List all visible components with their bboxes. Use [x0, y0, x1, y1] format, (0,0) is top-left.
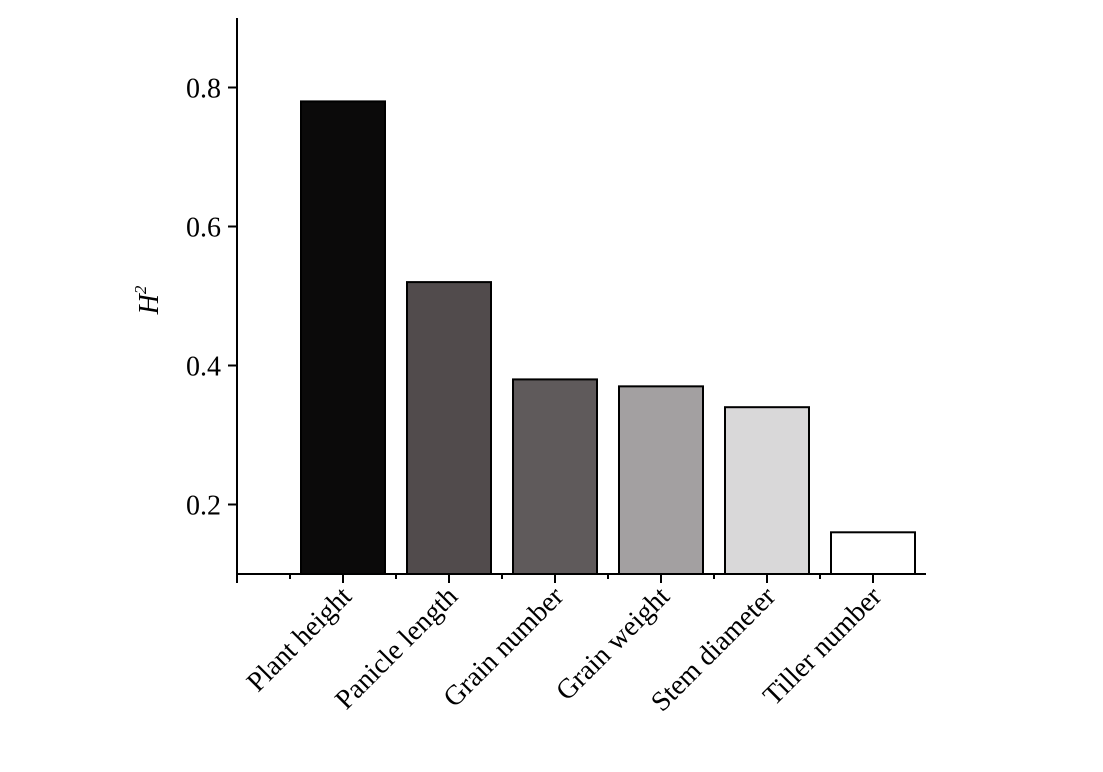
y-ticks-group	[228, 86, 237, 506]
x-category-label: Plant height	[241, 581, 358, 698]
y-tick-label: 0.2	[186, 491, 221, 522]
bar-panicle-length	[406, 281, 492, 575]
axes-group	[236, 18, 926, 575]
bars-group	[300, 100, 916, 576]
y-tick-label: 0.8	[186, 74, 221, 105]
bar-grain-weight	[618, 385, 704, 575]
y-tick-label: 0.6	[186, 213, 221, 244]
y-tick-label: 0.4	[186, 352, 221, 383]
bar-grain-number	[512, 378, 598, 575]
y-tick-labels-group: 0.2 0.4 0.6 0.8	[186, 74, 221, 522]
bar-plant-height	[300, 100, 386, 576]
y-axis-title: H2	[131, 285, 165, 315]
x-ticks-group	[236, 574, 874, 583]
bar-stem-diameter	[724, 406, 810, 576]
y-axis-title-superscript: 2	[131, 285, 150, 294]
bar-tiller-number	[830, 531, 916, 575]
